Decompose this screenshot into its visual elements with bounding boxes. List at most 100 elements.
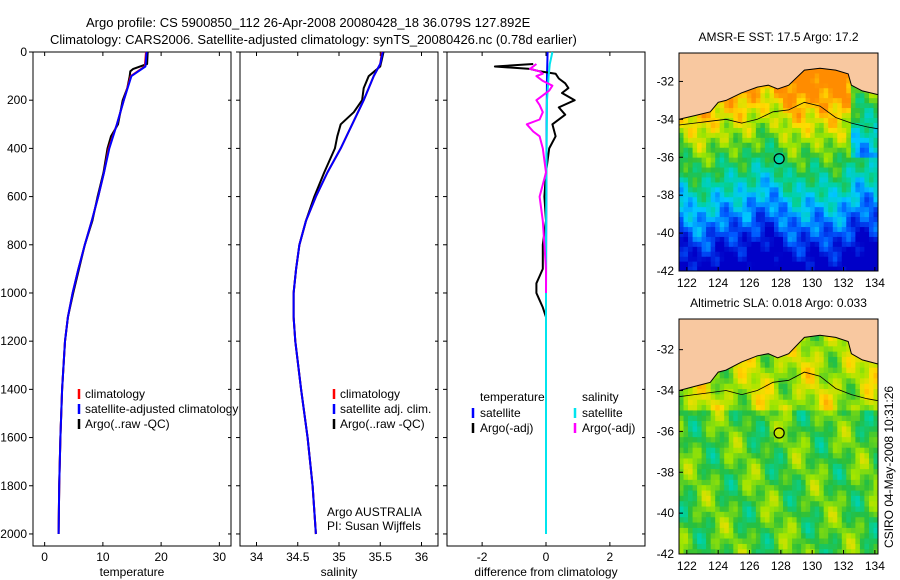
map-cell <box>746 463 752 470</box>
map-cell <box>683 447 689 454</box>
map-cell <box>869 142 875 148</box>
map-cell <box>778 186 784 193</box>
map-cell <box>783 162 789 168</box>
map-cell <box>805 191 811 198</box>
map-cell <box>864 226 870 232</box>
map-cell <box>760 495 766 502</box>
map-cell <box>855 112 861 119</box>
map-cell <box>837 191 843 198</box>
map-cell <box>719 479 725 486</box>
map-cell <box>778 251 784 257</box>
map-cell <box>869 473 875 480</box>
map-cell <box>814 167 820 173</box>
map-cell <box>801 505 807 512</box>
map-cell <box>728 201 734 208</box>
y-tick-label: 0 <box>20 45 27 59</box>
map-cell <box>864 377 870 384</box>
map-cell <box>814 92 820 99</box>
map-cell <box>873 527 878 534</box>
map-cell <box>679 399 685 406</box>
map-cell <box>792 112 798 119</box>
map-cell <box>792 473 798 480</box>
map-cell <box>688 479 694 486</box>
map-cell <box>855 452 861 459</box>
map-cell <box>760 152 766 158</box>
map-cell <box>751 361 757 368</box>
map-cell <box>697 425 703 432</box>
y-tick-label: 1800 <box>0 479 27 493</box>
map-cell <box>819 67 825 74</box>
map-cell <box>755 157 762 163</box>
map-cell <box>805 256 811 262</box>
map-cell <box>751 196 757 203</box>
map-cell <box>697 196 703 203</box>
map-cell <box>742 516 748 523</box>
map-cell <box>769 452 775 459</box>
map-cell <box>832 231 838 237</box>
map-cell <box>796 538 802 544</box>
map-cell <box>869 181 875 188</box>
map-cell <box>787 548 793 554</box>
map-cell <box>710 505 716 512</box>
map-cell <box>724 181 730 188</box>
map-cell <box>783 127 789 133</box>
map-cell <box>706 388 712 395</box>
map-cell <box>837 468 843 475</box>
map-cell <box>742 511 748 518</box>
map-cell <box>769 361 775 368</box>
map-cell <box>719 452 725 459</box>
map-cell <box>755 87 762 94</box>
map-cell <box>774 122 780 128</box>
map-cell <box>832 505 838 512</box>
map-cell <box>783 201 789 208</box>
map-cell <box>841 463 847 470</box>
map-cell <box>733 522 739 528</box>
map-cell <box>823 420 829 427</box>
map-cell <box>760 216 766 223</box>
map-cell <box>787 201 793 208</box>
map-cell <box>841 447 847 454</box>
map-cell <box>679 162 685 168</box>
map-cell <box>873 404 878 411</box>
map-cell <box>864 399 870 406</box>
map-cell <box>774 117 780 123</box>
map-cell <box>814 142 820 148</box>
map-cell <box>742 231 748 237</box>
map-cell <box>751 167 757 173</box>
map-cell <box>769 399 775 406</box>
map-cell <box>814 377 820 384</box>
map-cell <box>814 495 820 502</box>
x-tick-label: 122 <box>677 276 697 290</box>
map-cell <box>783 415 789 422</box>
map-cell <box>846 500 852 507</box>
map-cell <box>823 425 829 432</box>
map-cell <box>805 87 811 94</box>
map-cell <box>742 484 748 491</box>
map-cell <box>706 142 712 148</box>
map-cell <box>859 102 866 109</box>
map-cell <box>728 463 734 470</box>
map-cell <box>688 399 694 406</box>
map-cell <box>828 543 834 550</box>
map-cell <box>783 246 789 252</box>
map-cell <box>828 532 834 539</box>
map-cell <box>742 495 748 502</box>
map-cell <box>814 162 820 168</box>
map-cell <box>801 495 807 502</box>
map-cell <box>724 388 730 395</box>
map-cell <box>841 367 847 374</box>
map-cell <box>859 97 866 104</box>
map-cell <box>710 216 716 223</box>
map-cell <box>733 147 739 153</box>
map-cell <box>724 473 730 480</box>
map-cell <box>683 463 689 470</box>
map-cell <box>692 191 698 198</box>
map-cell <box>692 211 698 218</box>
map-cell <box>760 107 766 114</box>
map-cell <box>719 142 725 148</box>
map-cell <box>706 137 712 143</box>
map-cell <box>869 132 875 138</box>
map-cell <box>783 261 789 267</box>
map-cell <box>869 495 875 502</box>
land-area <box>679 53 878 120</box>
